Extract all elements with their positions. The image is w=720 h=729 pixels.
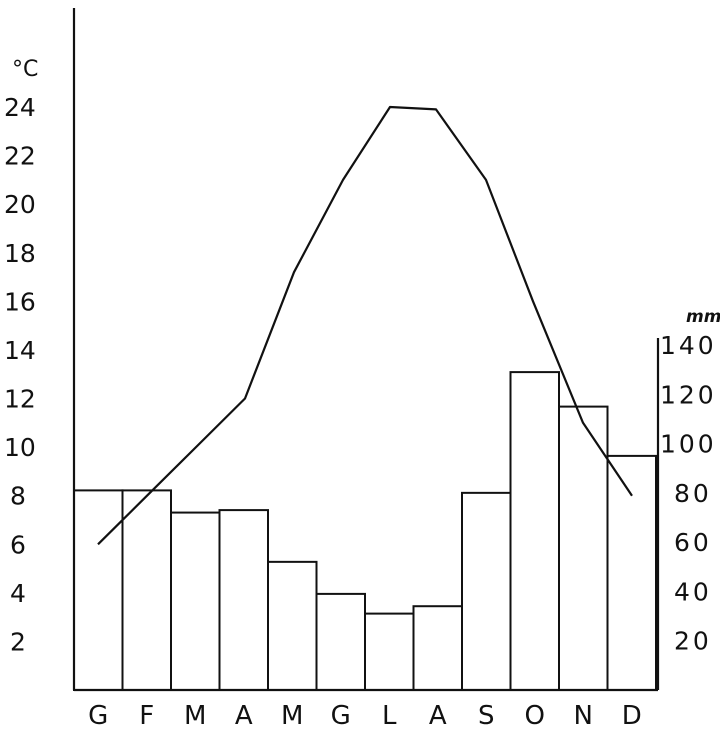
precipitation-bar [315, 592, 366, 692]
month-label: F [139, 701, 154, 729]
right-tick-label: 100 [660, 430, 717, 459]
precipitation-bars [73, 371, 657, 692]
left-tick-label: 12 [4, 385, 36, 414]
left-axis-unit: °C [12, 57, 38, 82]
left-tick-label: 6 [10, 530, 26, 559]
precipitation-bar [218, 509, 269, 691]
right-tick-label: 20 [674, 627, 712, 656]
precipitation-bar [461, 491, 512, 691]
right-axis-unit: mm [686, 307, 720, 327]
axes [72, 8, 660, 692]
precipitation-bar [73, 489, 124, 691]
left-tick-label: 20 [4, 190, 36, 219]
left-tick-label: 24 [4, 93, 36, 122]
month-label: N [574, 701, 593, 729]
temperature-line [97, 105, 633, 546]
precipitation-bar [606, 454, 657, 691]
month-label: M [184, 701, 206, 729]
left-tick-label: 2 [10, 627, 26, 656]
right-tick-label: 120 [660, 380, 717, 409]
right-tick-label: 80 [674, 479, 712, 508]
right-tick-label: 60 [674, 528, 712, 557]
left-tick-label: 16 [4, 287, 36, 316]
precipitation-bar [121, 489, 172, 691]
right-tick-label: 40 [674, 577, 712, 606]
temperature-line-layer [97, 105, 633, 546]
month-label: O [525, 701, 545, 729]
left-tick-label: 22 [4, 142, 36, 171]
month-label: M [281, 701, 303, 729]
month-label: G [88, 701, 108, 729]
left-tick-label: 18 [4, 239, 36, 268]
left-tick-label: 4 [10, 579, 26, 608]
precipitation-bar [558, 405, 609, 691]
precipitation-bar [509, 371, 560, 691]
month-label: A [429, 701, 447, 729]
right-tick-label: 140 [660, 331, 717, 360]
precipitation-bar [412, 605, 463, 692]
month-label: S [478, 701, 495, 729]
precipitation-bar [364, 612, 415, 691]
left-tick-label: 14 [4, 336, 36, 365]
month-label: A [235, 701, 253, 729]
month-label: L [382, 701, 397, 729]
left-tick-label: 10 [4, 433, 36, 462]
precipitation-bar [267, 560, 318, 691]
month-label: D [622, 701, 642, 729]
month-label: G [331, 701, 351, 729]
precipitation-bar [170, 511, 221, 691]
axis-labels: °C mm [12, 57, 720, 327]
left-tick-label: 8 [10, 482, 26, 511]
right-axis-ticks: 20 40 60 80 100 120 140 [660, 331, 717, 656]
